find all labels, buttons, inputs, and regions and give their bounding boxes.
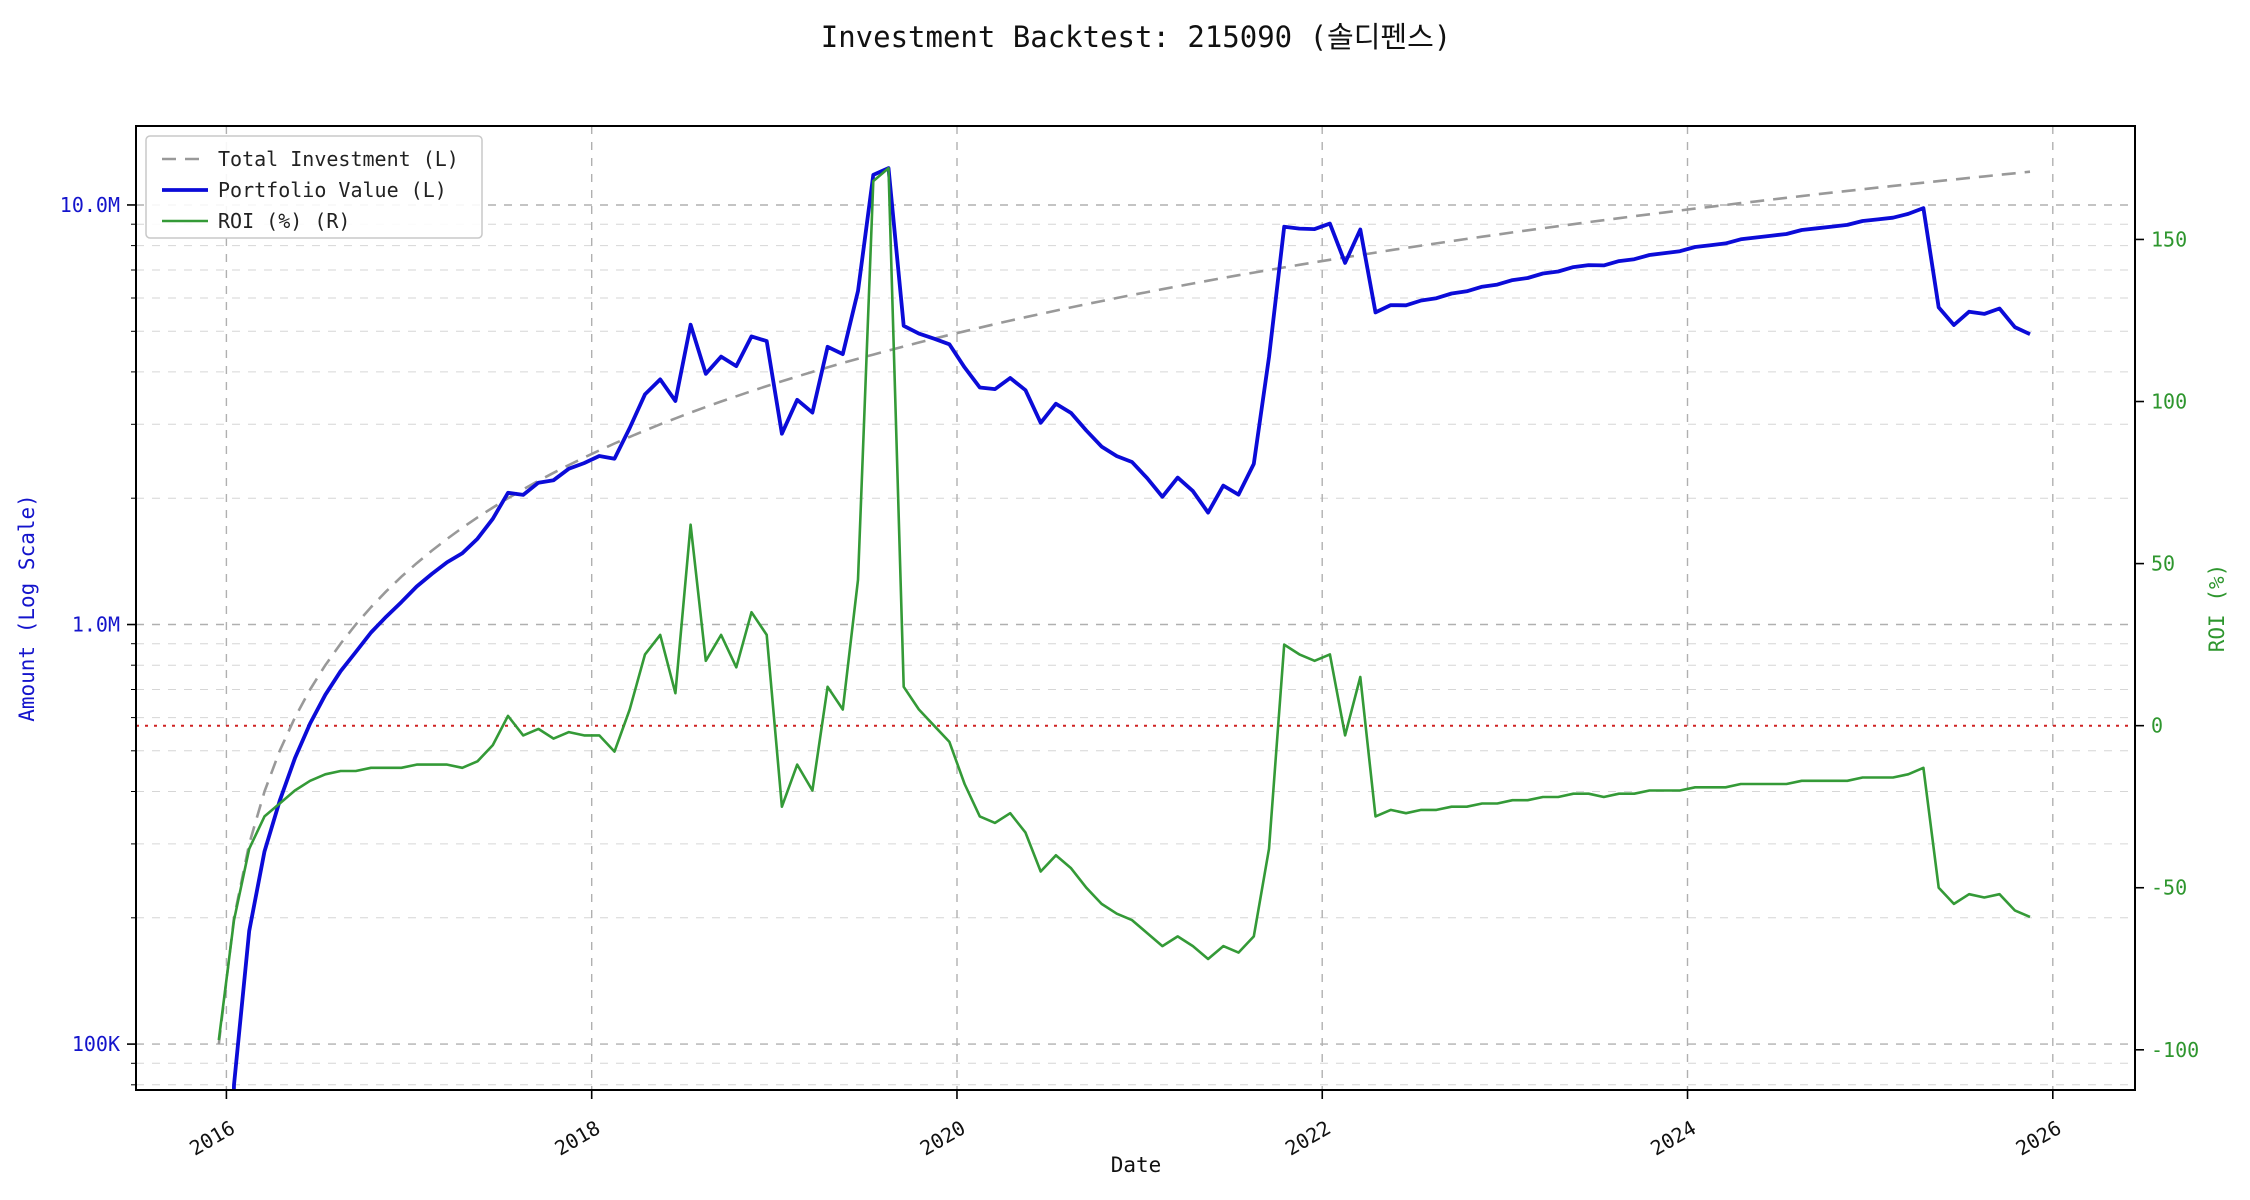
chart-title: Investment Backtest: 215090 (솔디펜스) [821,20,1452,54]
x-tick-label: 2022 [1281,1116,1335,1161]
left-tick-label: 10.0M [60,193,120,217]
legend: Total Investment (L) Portfolio Value (L) R… [145,135,483,239]
portfolio-value-line [231,166,2031,1090]
legend-label: ROI (%) (R) [218,209,350,233]
gridlines [136,126,2135,1090]
total-investment-line [217,170,2031,1045]
left-tick-label: 100K [72,1032,120,1056]
roi-line [217,166,2031,1041]
right-tick-label: -100 [2151,1038,2199,1062]
right-tick-label: -50 [2151,876,2187,900]
x-tick-label: 2018 [550,1116,604,1161]
left-tick-label: 1.0M [72,613,120,637]
x-axis-label: Date [1111,1153,1162,1177]
x-tick-label: 2016 [185,1116,239,1161]
right-tick-label: 100 [2151,390,2187,414]
axes-ticks: 100K 1.0M 10.0M -100 -50 0 50 100 150 2016 2018 202… [60,193,2199,1160]
right-tick-label: 0 [2151,714,2163,738]
plot-border [135,125,2136,1091]
legend-label: Portfolio Value (L) [218,178,447,202]
x-tick-label: 2020 [916,1116,970,1161]
right-axis-label: ROI (%) [2205,564,2229,653]
right-tick-label: 50 [2151,552,2175,576]
right-tick-label: 150 [2151,227,2187,251]
legend-label: Total Investment (L) [218,147,459,171]
series-lines [217,166,2031,1090]
x-tick-label: 2024 [1646,1116,1700,1161]
x-tick-label: 2026 [2012,1116,2066,1161]
legend-box [145,135,483,239]
left-axis-label: Amount (Log Scale) [15,494,39,722]
